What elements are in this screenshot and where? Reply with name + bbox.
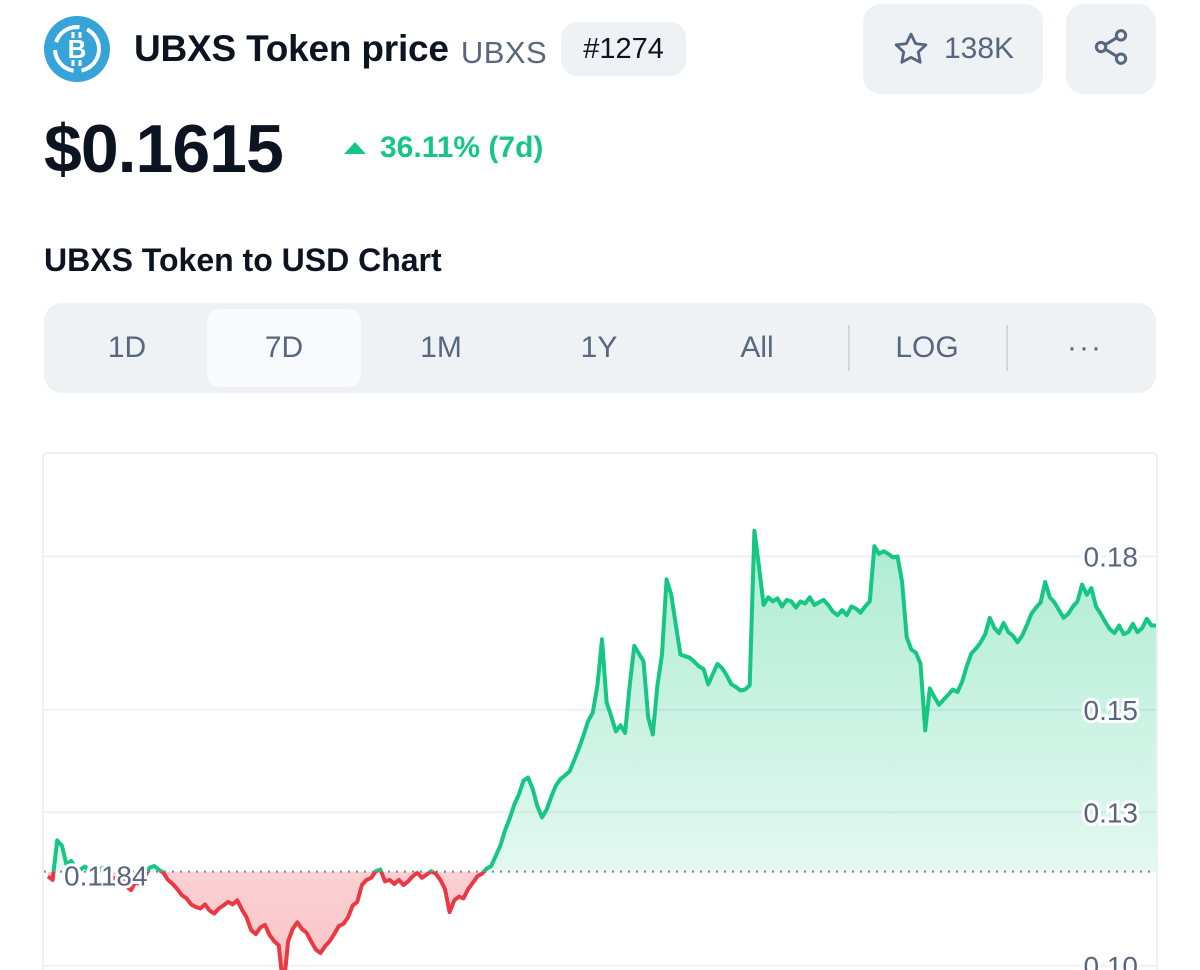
current-price: $0.1615 — [44, 111, 284, 187]
chart-title: UBXS Token to USD Chart — [44, 242, 442, 278]
y-tick-label: 0.10 — [1084, 951, 1139, 970]
coin-symbol: UBXS — [460, 35, 548, 70]
share-button[interactable] — [1066, 4, 1156, 94]
price-change-value: 36.11% (7d) — [380, 131, 544, 164]
tab-1d[interactable]: 1D — [107, 331, 147, 364]
y-tick-label: 0.18 — [1084, 541, 1139, 572]
rank-badge: #1274 — [561, 22, 686, 76]
tab-divider — [1006, 325, 1008, 371]
price-change: 36.11% (7d) — [344, 131, 543, 165]
share-icon — [1091, 27, 1131, 72]
coin-header: B UBXS Token price UBXS #1274 — [44, 16, 686, 82]
tab-1y[interactable]: 1Y — [580, 331, 618, 364]
price-line-down — [46, 871, 487, 970]
coin-name: UBXS Token price — [134, 28, 449, 69]
watchlist-count: 138K — [943, 32, 1015, 65]
tab-all[interactable]: All — [740, 331, 774, 364]
more-options-button[interactable]: ··· — [1067, 331, 1103, 364]
caret-up-icon — [344, 142, 366, 154]
tab-7d[interactable]: 7D — [207, 309, 361, 387]
coin-logo-icon: B — [44, 16, 110, 82]
y-tick-label: 0.13 — [1084, 797, 1139, 828]
tab-divider — [848, 325, 850, 371]
y-tick-label: 0.15 — [1084, 695, 1139, 726]
tab-log[interactable]: LOG — [895, 331, 959, 364]
baseline-label: 0.1184 — [64, 861, 148, 892]
price-chart[interactable]: 0.1184 0.10 0.13 0.15 0.18 — [42, 452, 1158, 970]
price-line-up — [51, 528, 1156, 872]
watchlist-button[interactable]: 138K — [863, 4, 1043, 94]
price-chart-svg: 0.1184 0.10 0.13 0.15 0.18 — [44, 528, 1156, 970]
area-above-baseline — [48, 530, 1156, 872]
svg-text:B: B — [68, 34, 87, 64]
range-tabs: 1D 7D 1M 1Y All LOG ··· — [44, 303, 1156, 393]
star-icon — [892, 30, 930, 68]
tab-1m[interactable]: 1M — [420, 331, 462, 364]
area-below-baseline — [48, 871, 484, 970]
